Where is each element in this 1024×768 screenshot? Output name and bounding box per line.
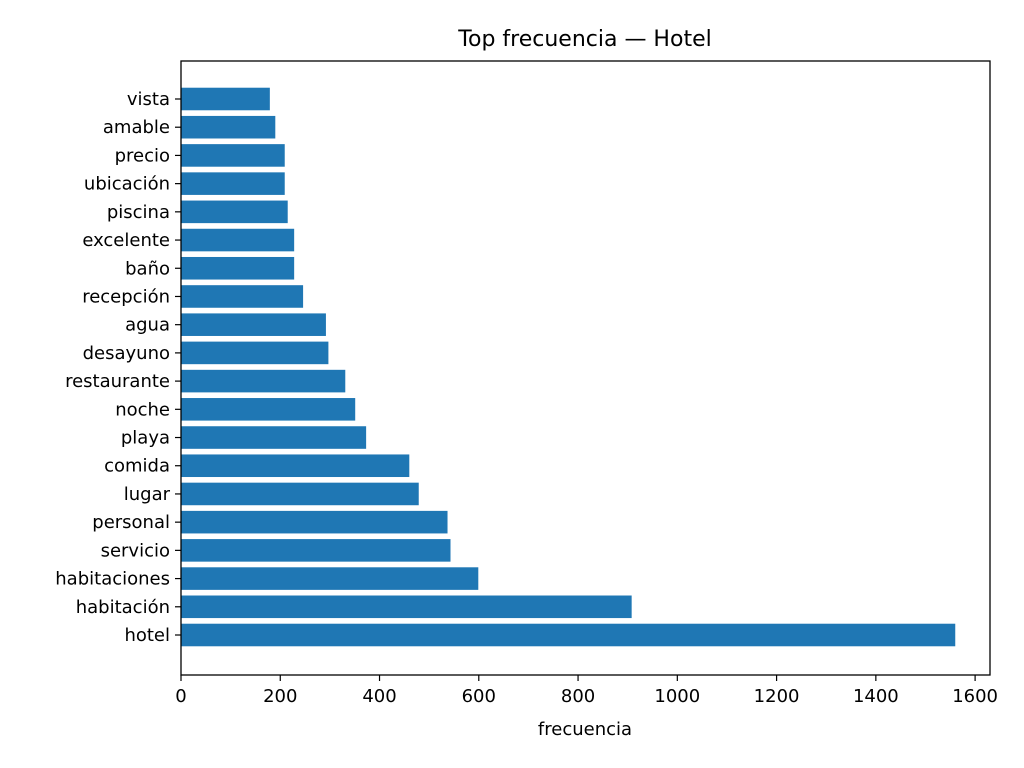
y-tick-label: recepción <box>82 286 170 307</box>
y-tick-label: piscina <box>107 202 170 223</box>
bar-vista <box>181 87 270 111</box>
bar-lugar <box>181 482 419 506</box>
x-tick-label: 400 <box>362 686 396 707</box>
bar-desayuno <box>181 341 329 365</box>
y-tick-label: baño <box>125 258 170 279</box>
y-tick-label: excelente <box>82 230 170 251</box>
bars-group <box>181 87 956 647</box>
x-tick-label: 1000 <box>654 686 700 707</box>
x-axis-ticks: 0 200 400 600 800 1000 1200 1400 1600 <box>175 675 998 707</box>
y-tick-label: desayuno <box>83 343 170 364</box>
bar-hotel <box>181 623 956 647</box>
x-tick-label: 1200 <box>754 686 800 707</box>
bar-noche <box>181 398 356 421</box>
x-tick-label: 600 <box>462 686 496 707</box>
y-tick-label: noche <box>115 399 170 420</box>
x-tick-label: 1400 <box>853 686 899 707</box>
y-tick-label: comida <box>104 456 170 477</box>
bar-agua <box>181 313 326 336</box>
y-tick-label: habitación <box>76 597 170 618</box>
bar-precio <box>181 144 285 167</box>
y-tick-label: habitaciones <box>55 569 170 590</box>
bar-habitaciones <box>181 567 479 590</box>
y-tick-label: restaurante <box>65 371 170 392</box>
x-axis-label: frecuencia <box>538 719 632 740</box>
y-tick-label: vista <box>127 89 170 110</box>
y-tick-label: lugar <box>124 484 171 505</box>
y-tick-label: precio <box>115 145 170 166</box>
y-tick-label: ubicación <box>84 174 170 195</box>
y-tick-label: playa <box>121 428 170 449</box>
bar-playa <box>181 426 367 449</box>
bar-habitación <box>181 595 632 619</box>
plot-frame <box>180 60 991 676</box>
bar-ubicación <box>181 172 285 195</box>
y-tick-label: personal <box>92 512 170 533</box>
y-axis-ticks: hotel habitación habitaciones servicio perso… <box>55 89 181 646</box>
bar-comida <box>181 454 410 478</box>
bar-servicio <box>181 539 451 562</box>
y-tick-label: agua <box>125 315 170 336</box>
x-tick-label: 1600 <box>952 686 998 707</box>
x-tick-label: 200 <box>263 686 297 707</box>
y-tick-label: servicio <box>101 540 170 561</box>
bar-piscina <box>181 200 288 224</box>
chart-title: Top frecuencia — Hotel <box>457 27 711 52</box>
bar-excelente <box>181 228 295 252</box>
y-tick-label: hotel <box>124 625 170 646</box>
y-tick-label: amable <box>103 117 170 138</box>
bar-recepción <box>181 285 304 308</box>
bar-baño <box>181 256 295 280</box>
bar-amable <box>181 115 276 139</box>
x-tick-label: 800 <box>561 686 595 707</box>
x-tick-label: 0 <box>175 686 186 707</box>
bar-restaurante <box>181 369 346 393</box>
bar-personal <box>181 510 448 534</box>
